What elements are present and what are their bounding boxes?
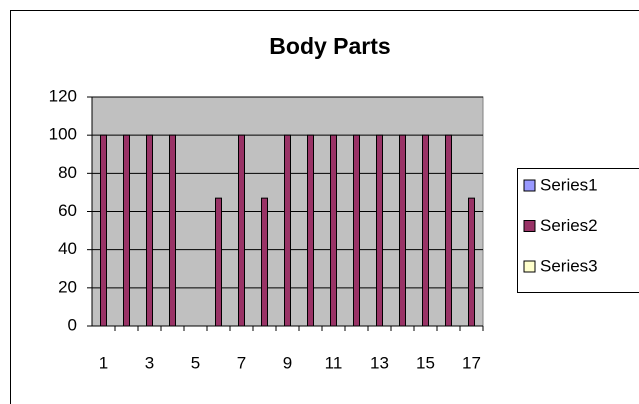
bar — [238, 134, 245, 327]
x-tick-label: 9 — [283, 353, 292, 372]
legend-label: Series2 — [540, 216, 598, 235]
bar — [146, 134, 153, 327]
bar — [123, 134, 130, 327]
bar — [215, 197, 222, 327]
bar — [100, 134, 107, 327]
x-tick-label: 1 — [99, 353, 108, 372]
y-tick-label: 20 — [58, 277, 77, 296]
bar — [261, 197, 268, 327]
y-tick-label: 80 — [58, 163, 77, 182]
y-tick-label: 100 — [49, 125, 77, 144]
bar — [468, 197, 475, 327]
bar — [307, 134, 314, 327]
y-tick-label: 40 — [58, 239, 77, 258]
bar — [399, 134, 406, 327]
legend — [517, 168, 639, 293]
bar — [284, 134, 291, 327]
legend-swatch — [523, 260, 536, 273]
x-tick-label: 13 — [370, 353, 389, 372]
x-tick-label: 7 — [237, 353, 246, 372]
bar — [376, 134, 383, 327]
legend-swatch — [523, 179, 536, 192]
y-tick-label: 60 — [58, 201, 77, 220]
bar — [330, 134, 337, 327]
x-tick-label: 11 — [325, 353, 343, 372]
legend-label: Series3 — [540, 256, 598, 275]
legend-label: Series1 — [540, 175, 598, 194]
chart-title: Body Parts — [269, 33, 390, 59]
y-tick-label: 0 — [68, 315, 77, 334]
x-tick-label: 3 — [145, 353, 154, 372]
legend-swatch — [523, 220, 536, 232]
y-tick-label: 120 — [49, 86, 77, 105]
bar — [353, 134, 360, 327]
x-tick-label: 17 — [462, 353, 481, 372]
bar — [169, 134, 176, 327]
bar — [422, 134, 429, 327]
x-tick-label: 15 — [416, 353, 435, 372]
x-tick-label: 5 — [191, 353, 200, 372]
bar — [445, 134, 452, 327]
